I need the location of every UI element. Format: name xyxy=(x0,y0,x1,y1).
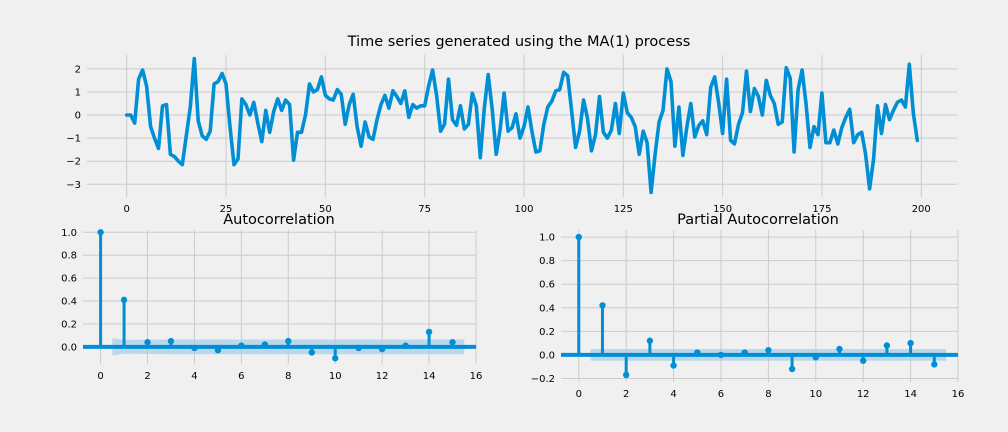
ts-y-tick-label: 2 xyxy=(75,64,81,75)
pacf-x-tick-label: 6 xyxy=(718,389,724,400)
autocorrelation-panel: 0 2 4 6 8 10 12 14 16 0.0 0.2 0.4 0.6 0.8 1.0 xyxy=(61,228,482,382)
time-series-panel: 0 25 50 75 100 125 150 175 200 −3 −2 −1 0 1 2 xyxy=(66,55,957,215)
acf-marker xyxy=(191,344,198,352)
acf-marker xyxy=(285,337,292,345)
pacf-y-tick-label: 0.0 xyxy=(539,350,555,361)
pacf-marker xyxy=(812,354,819,361)
pacf-x-tick-label: 8 xyxy=(765,389,771,400)
pacf-x-tick-label: 12 xyxy=(857,389,870,400)
ts-y-tick-label: −1 xyxy=(66,134,81,145)
ts-y-tick-label: −2 xyxy=(66,157,81,168)
time-series-title: Time series generated using the MA(1) pr… xyxy=(347,34,691,50)
ts-x-tick-label: 75 xyxy=(418,204,431,215)
pacf-x-tick-label: 16 xyxy=(952,389,965,400)
acf-x-tick-label: 8 xyxy=(285,371,291,382)
acf-marker xyxy=(402,342,409,349)
acf-y-tick-label: 0.6 xyxy=(61,274,77,285)
acf-marker xyxy=(332,355,339,362)
acf-marker xyxy=(167,337,175,345)
partial-autocorrelation-panel: 0 2 4 6 8 10 12 14 16 −0.2 0.0 0.2 0.4 0.6 0.8 1.0 xyxy=(531,230,965,400)
acf-x-tick-label: 14 xyxy=(423,371,436,382)
ts-series-line xyxy=(124,56,920,195)
ts-x-tick-label: 0 xyxy=(124,204,130,215)
pacf-x-tick-label: 10 xyxy=(809,389,822,400)
pacf-y-tick-label: −0.2 xyxy=(531,374,555,385)
pacf-marker xyxy=(907,339,914,347)
acf-marker xyxy=(449,339,456,346)
acf-marker xyxy=(214,347,222,354)
ts-plot-area xyxy=(87,55,957,197)
acf-y-tick-label: 0.8 xyxy=(61,251,77,262)
ts-x-tick-label: 200 xyxy=(912,204,931,215)
pacf-x-tick-label: 4 xyxy=(670,389,676,400)
pacf-marker xyxy=(741,349,748,356)
acf-marker xyxy=(144,339,151,346)
acf-y-tick-label: 1.0 xyxy=(61,228,77,239)
acf-y-tick-label: 0.2 xyxy=(61,319,77,330)
ts-y-tick-label: −3 xyxy=(66,180,81,191)
acf-marker xyxy=(425,328,433,336)
acf-x-tick-label: 0 xyxy=(97,371,103,382)
ts-y-tick-label: 0 xyxy=(75,111,81,122)
pacf-marker xyxy=(575,233,582,241)
ts-x-tick-label: 100 xyxy=(514,204,533,215)
pacf-y-tick-label: 1.0 xyxy=(539,233,555,244)
pacf-marker xyxy=(694,349,701,356)
pacf-marker xyxy=(646,337,654,344)
ts-x-tick-label: 125 xyxy=(614,204,633,215)
ts-x-tick-label: 175 xyxy=(812,204,831,215)
pacf-y-tick-label: 0.4 xyxy=(539,303,555,314)
pacf-marker xyxy=(717,351,725,359)
acf-marker xyxy=(378,345,386,353)
acf-marker xyxy=(97,229,104,236)
acf-marker xyxy=(120,296,128,304)
acf-x-tick-label: 12 xyxy=(376,371,389,382)
acf-x-tick-label: 16 xyxy=(470,371,483,382)
pacf-marker xyxy=(765,346,772,354)
pacf-y-tick-label: 0.6 xyxy=(539,280,555,291)
ts-x-tick-label: 50 xyxy=(319,204,332,215)
acf-title: Autocorrelation xyxy=(223,212,334,228)
acf-marker xyxy=(261,341,269,348)
pacf-x-tick-label: 2 xyxy=(623,389,629,400)
pacf-marker xyxy=(788,365,796,373)
pacf-x-tick-label: 0 xyxy=(576,389,582,400)
pacf-marker xyxy=(883,342,891,349)
pacf-marker xyxy=(622,371,630,379)
acf-y-tick-label: 0.4 xyxy=(61,297,77,308)
pacf-x-tick-label: 14 xyxy=(904,389,917,400)
acf-marker xyxy=(308,349,315,356)
acf-x-tick-label: 6 xyxy=(238,371,244,382)
ts-x-tick-label: 150 xyxy=(713,204,732,215)
acf-y-tick-label: 0.0 xyxy=(61,342,77,353)
acf-x-tick-label: 10 xyxy=(329,371,342,382)
pacf-title: Partial Autocorrelation xyxy=(677,212,839,228)
ts-x-tick-label: 25 xyxy=(220,204,233,215)
ts-y-tick-label: 1 xyxy=(75,87,81,98)
pacf-marker xyxy=(931,361,938,368)
pacf-y-tick-label: 0.2 xyxy=(539,327,555,338)
acf-x-tick-label: 2 xyxy=(144,371,150,382)
acf-x-tick-label: 4 xyxy=(191,371,197,382)
acf-marker xyxy=(355,344,362,352)
pacf-marker xyxy=(670,362,677,369)
acf-marker xyxy=(238,342,245,349)
pacf-marker xyxy=(599,302,606,309)
pacf-marker xyxy=(836,345,843,353)
pacf-marker xyxy=(859,357,867,364)
pacf-y-tick-label: 0.8 xyxy=(539,256,555,267)
